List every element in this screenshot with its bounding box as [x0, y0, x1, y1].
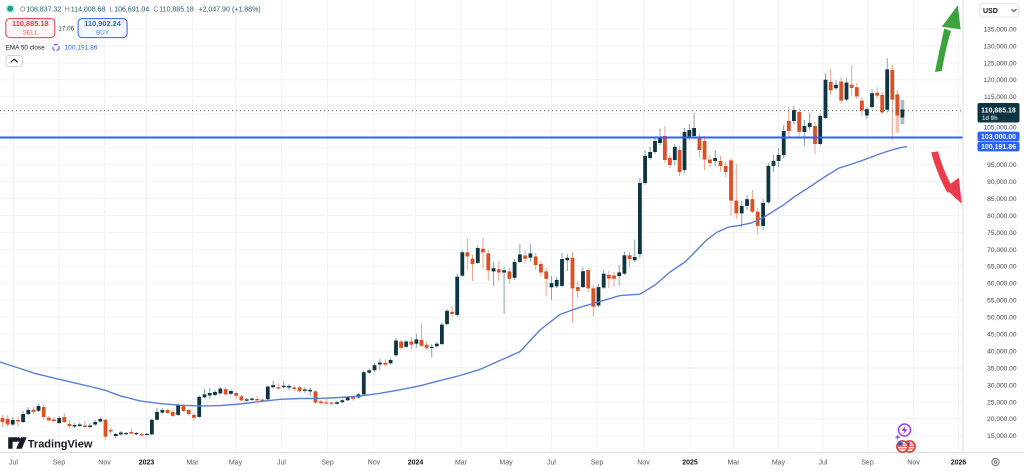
svg-text:130,000.00: 130,000.00	[983, 43, 1016, 50]
svg-text:Mar: Mar	[727, 460, 740, 467]
svg-text:May: May	[499, 460, 513, 467]
svg-text:15,000.00: 15,000.00	[987, 433, 1017, 440]
svg-text:120,000.00: 120,000.00	[983, 77, 1016, 84]
svg-text:Nov: Nov	[637, 460, 650, 467]
svg-text:85,000.00: 85,000.00	[987, 196, 1017, 203]
svg-text:90,000.00: 90,000.00	[987, 179, 1017, 186]
svg-text:110,902.24: 110,902.24	[84, 19, 121, 28]
svg-text:135,000.00: 135,000.00	[983, 26, 1016, 33]
svg-text:(+1.88%): (+1.88%)	[232, 6, 261, 13]
svg-text:106,691.04: 106,691.04	[114, 6, 149, 13]
svg-text:17.06: 17.06	[58, 25, 74, 32]
svg-text:100,191.86: 100,191.86	[981, 144, 1016, 151]
svg-text:30,000.00: 30,000.00	[987, 382, 1017, 389]
svg-text:2025: 2025	[682, 460, 698, 467]
svg-text:May: May	[772, 460, 786, 467]
svg-text:L: L	[109, 6, 113, 13]
svg-text:2024: 2024	[408, 460, 424, 467]
svg-text:70,000.00: 70,000.00	[987, 247, 1017, 254]
svg-text:TradingView: TradingView	[28, 439, 93, 451]
svg-text:100,191.86: 100,191.86	[65, 45, 98, 52]
svg-text:50,000.00: 50,000.00	[987, 315, 1017, 322]
svg-text:95,000.00: 95,000.00	[987, 162, 1017, 169]
svg-text:Sep: Sep	[321, 460, 334, 467]
svg-text:45,000.00: 45,000.00	[987, 332, 1017, 339]
svg-text:+2,047.90: +2,047.90	[199, 6, 230, 13]
svg-text:C: C	[153, 6, 158, 13]
svg-text:USD: USD	[983, 8, 998, 15]
svg-text:75,000.00: 75,000.00	[987, 230, 1017, 237]
svg-text:105,000.00: 105,000.00	[983, 125, 1016, 132]
svg-text:108,837.32: 108,837.32	[26, 6, 61, 13]
svg-text:1d 9h: 1d 9h	[982, 116, 998, 122]
svg-text:20,000.00: 20,000.00	[987, 416, 1017, 423]
svg-text:Jul: Jul	[819, 460, 828, 467]
svg-text:40,000.00: 40,000.00	[987, 348, 1017, 355]
svg-text:115,000.00: 115,000.00	[984, 94, 1017, 101]
svg-text:Sep: Sep	[53, 460, 66, 467]
svg-text:H: H	[65, 6, 70, 13]
svg-text:65,000.00: 65,000.00	[987, 264, 1017, 271]
svg-text:Sep: Sep	[591, 460, 604, 467]
svg-text:110,885.18: 110,885.18	[159, 6, 194, 13]
svg-text:Jul: Jul	[9, 460, 18, 467]
svg-text:25,000.00: 25,000.00	[987, 399, 1017, 406]
svg-text:Nov: Nov	[98, 460, 111, 467]
svg-text:SELL: SELL	[23, 29, 39, 36]
svg-text:Mar: Mar	[186, 460, 199, 467]
svg-text:Jul: Jul	[277, 460, 286, 467]
svg-text:110,885.18: 110,885.18	[12, 19, 49, 28]
svg-text:60,000.00: 60,000.00	[987, 281, 1017, 288]
svg-text:BUY: BUY	[96, 29, 110, 36]
svg-text:2026: 2026	[951, 460, 967, 467]
svg-text:Mar: Mar	[455, 460, 468, 467]
svg-text:Nov: Nov	[907, 460, 920, 467]
svg-text:114,008.68: 114,008.68	[71, 6, 106, 13]
svg-text:2023: 2023	[139, 460, 155, 467]
svg-text:EMA 50 close: EMA 50 close	[6, 45, 46, 52]
svg-text:Sep: Sep	[861, 460, 874, 467]
svg-text:O: O	[20, 6, 26, 13]
svg-text:80,000.00: 80,000.00	[987, 213, 1017, 220]
svg-text:55,000.00: 55,000.00	[987, 298, 1017, 305]
svg-text:125,000.00: 125,000.00	[983, 60, 1016, 67]
svg-text:Jul: Jul	[547, 460, 556, 467]
svg-text:May: May	[229, 460, 243, 467]
svg-text:103,000.00: 103,000.00	[981, 134, 1016, 141]
svg-text:35,000.00: 35,000.00	[987, 365, 1017, 372]
svg-text:110,885.18: 110,885.18	[981, 108, 1016, 115]
svg-text:Nov: Nov	[368, 460, 381, 467]
